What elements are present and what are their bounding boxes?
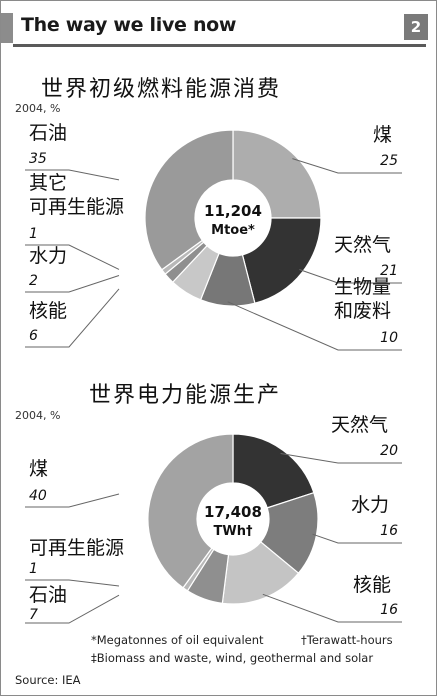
leader-line [25, 493, 120, 508]
slice-label: 和废料 [334, 300, 391, 322]
pie-chart-2 [25, 433, 402, 624]
chart1-title: 世界初级燃料能源消费 [41, 77, 282, 102]
slice-value: 25 [380, 153, 398, 169]
slice-label: 生物量 [334, 276, 391, 298]
slice-label: 水力 [351, 494, 389, 516]
slice-value: 21 [380, 263, 398, 279]
center-unit: Mtoe* [211, 223, 255, 238]
slice-label: 其它 [29, 172, 67, 194]
leader-line [227, 301, 402, 351]
header-title: The way we live now [21, 14, 237, 36]
slice-value: 16 [380, 523, 398, 539]
leader-line [25, 275, 120, 293]
center-value: 11,204 [204, 202, 262, 220]
footnote-biomass: ‡Biomass and waste, wind, geothermal and… [91, 651, 374, 665]
leader-line [280, 452, 402, 464]
slice-value: 1 [29, 561, 38, 577]
slice-label: 可再生能源 [29, 196, 124, 218]
slice-value: 7 [29, 607, 38, 623]
leader-line [25, 244, 120, 270]
leader-line [25, 594, 120, 624]
slice-value: 20 [380, 443, 398, 459]
slice-value: 35 [29, 151, 47, 167]
leader-line [25, 288, 120, 348]
slice-value: 16 [380, 602, 398, 618]
slice-label: 煤 [373, 124, 392, 146]
chart1-unit-note: 2004, % [15, 102, 61, 115]
pie-center-hole [197, 483, 269, 555]
chart2-title: 世界电力能源生产 [89, 383, 282, 408]
slice-label: 可再生能源 [29, 537, 124, 559]
slice-label: 核能 [353, 574, 391, 596]
leader-line [299, 269, 402, 284]
leader-line [25, 169, 120, 181]
slice-value: 10 [380, 330, 398, 346]
slice-value: 1 [29, 226, 38, 242]
slice-label: 天然气 [331, 414, 388, 436]
pie-slice [144, 129, 234, 271]
footnote-twh: †Terawatt-hours [301, 633, 393, 647]
leader-line [25, 579, 120, 587]
slice-label: 煤 [29, 458, 48, 480]
chart2-unit-note: 2004, % [15, 409, 61, 422]
leader-line [262, 593, 402, 623]
slice-label: 水力 [29, 245, 67, 267]
pie-chart-1 [25, 129, 402, 351]
chart-number-badge: 2 [404, 14, 428, 40]
source-note: Source: IEA [15, 673, 81, 687]
header-rule [13, 44, 426, 47]
center-value: 17,408 [204, 503, 262, 521]
slice-label: 石油 [29, 584, 67, 606]
header: The way we live now 2 [1, 1, 436, 47]
footnote-mtoe: *Megatonnes of oil equivalent [91, 633, 264, 647]
center-unit: TWh† [214, 524, 253, 539]
leader-line [312, 533, 402, 544]
slice-label: 石油 [29, 122, 67, 144]
slice-label: 天然气 [334, 234, 391, 256]
slice-value: 40 [29, 488, 47, 504]
pie-center-hole [195, 180, 271, 256]
slice-label: 核能 [29, 300, 67, 322]
leader-line [292, 158, 402, 174]
slice-value: 6 [29, 328, 38, 344]
slice-value: 2 [29, 273, 38, 289]
header-accent-bar [1, 13, 13, 43]
